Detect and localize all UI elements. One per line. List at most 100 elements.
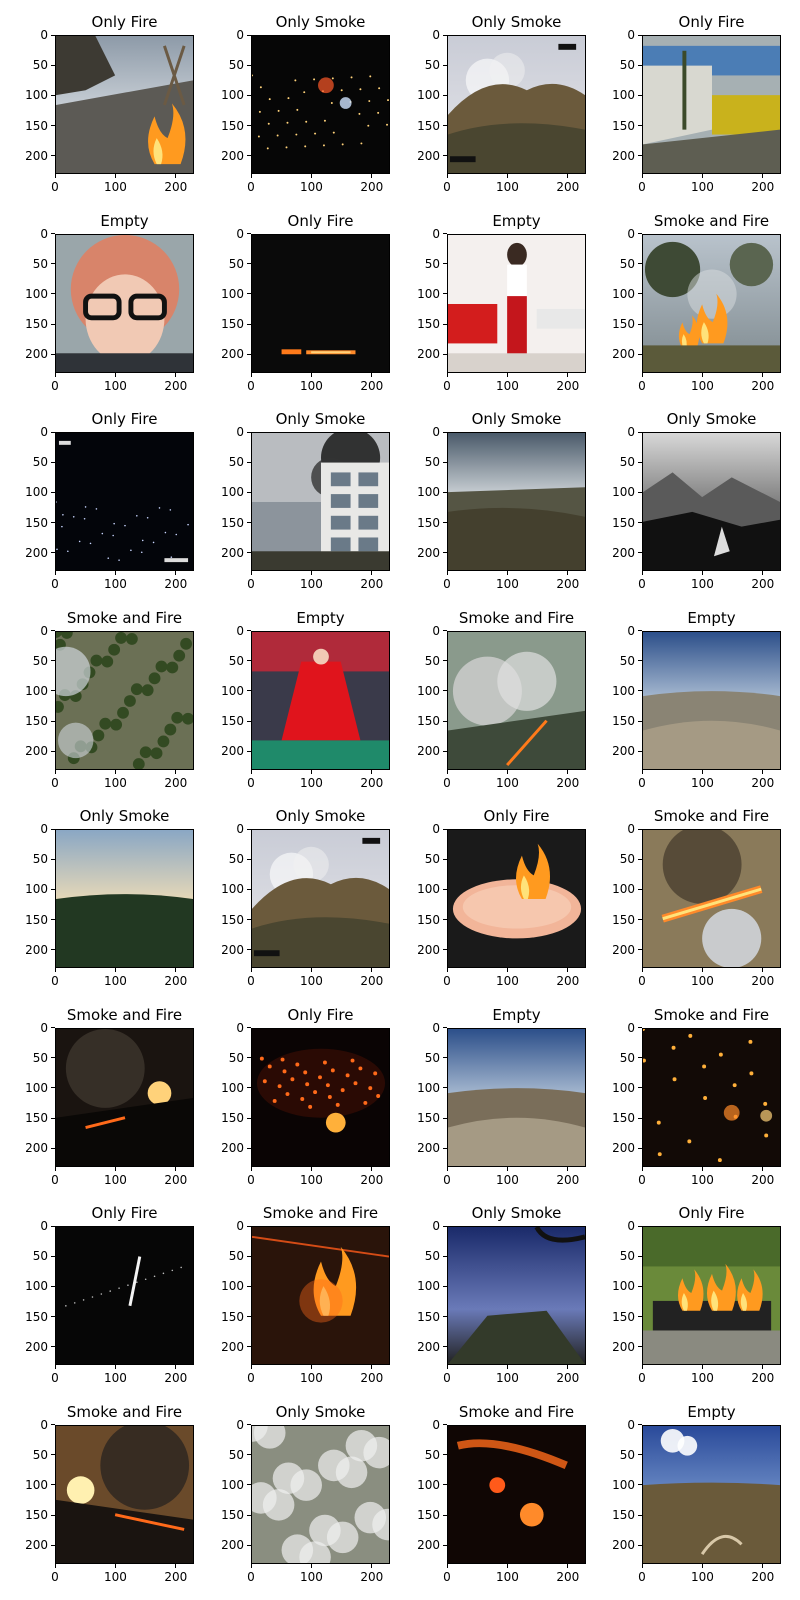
y-tick-label: 0: [40, 226, 48, 241]
x-tick-label: 100: [103, 378, 127, 393]
y-tick-mark: [51, 888, 55, 890]
y-tick-mark: [638, 690, 642, 692]
x-tick-label: 200: [360, 1172, 384, 1187]
y-tick-mark: [247, 552, 251, 554]
y-tick-label: 150: [417, 912, 440, 927]
x-tick-label: 0: [51, 577, 59, 591]
x-tick-mark: [175, 1166, 177, 1171]
y-tick-label: 0: [40, 1417, 48, 1432]
y-tick-label: 200: [221, 1339, 244, 1354]
panel-image: [251, 829, 390, 968]
y-tick-mark: [638, 1454, 642, 1456]
x-tick-mark: [762, 372, 764, 377]
y-tick-mark: [51, 233, 55, 234]
y-tick-mark: [443, 919, 447, 921]
image-panel: Only Smoke 0 50 100 150 200 0 100 200: [25, 807, 194, 988]
y-tick-mark: [638, 1285, 642, 1287]
y-tick-mark: [443, 263, 447, 265]
y-tick-mark: [638, 323, 642, 325]
x-tick-mark: [701, 1563, 703, 1568]
panel-title: Smoke and Fire: [458, 608, 575, 627]
y-tick-mark: [443, 1484, 447, 1486]
y-tick-label: 50: [228, 852, 244, 867]
image-panel: Only Fire 0 50 100 150 200 0 100 200: [25, 1204, 194, 1385]
y-tick-label: 150: [417, 1309, 440, 1324]
y-tick-label: 0: [40, 425, 48, 439]
y-tick-mark: [51, 1316, 55, 1318]
x-tick-label: 0: [443, 378, 451, 393]
x-tick-mark: [701, 174, 703, 178]
panel-image: [251, 630, 390, 770]
panel-title: Only Fire: [91, 410, 158, 428]
x-tick-label: 100: [103, 577, 127, 591]
y-tick-mark: [443, 64, 447, 66]
panel-image: [642, 1424, 781, 1564]
y-tick-label: 100: [612, 1477, 635, 1492]
y-tick-mark: [443, 1514, 447, 1516]
y-tick-mark: [638, 858, 642, 860]
y-tick-mark: [443, 522, 447, 524]
y-tick-label: 0: [236, 1417, 244, 1432]
scene-picture: [56, 1425, 193, 1563]
y-tick-label: 100: [221, 1080, 244, 1095]
x-tick-label: 0: [51, 1172, 59, 1187]
y-tick-label: 200: [25, 1141, 48, 1156]
y-tick-mark: [51, 1087, 55, 1089]
x-tick-mark: [701, 571, 703, 575]
y-tick-label: 50: [424, 58, 440, 73]
panel-image: [447, 233, 586, 373]
image-panel: Only Fire 0 50 100 150 200 0 100 200: [221, 212, 390, 393]
y-tick-mark: [638, 522, 642, 524]
y-tick-mark: [443, 1285, 447, 1287]
y-tick-label: 0: [236, 623, 244, 638]
x-tick-label: 100: [690, 378, 714, 393]
panel-title: Smoke and Fire: [653, 807, 770, 825]
y-tick-mark: [51, 125, 55, 127]
y-tick-mark: [51, 353, 55, 355]
image-panel: Only Smoke 0 50 100 150 200 0 100 200: [221, 410, 390, 591]
y-tick-mark: [247, 750, 251, 752]
y-tick-mark: [51, 1255, 55, 1257]
panel-image: [447, 1226, 586, 1365]
image-panel: Only Smoke 0 50 100 150 200 0 100 200: [417, 13, 586, 194]
x-tick-label: 100: [103, 1172, 127, 1187]
x-tick-mark: [54, 1365, 56, 1369]
x-tick-label: 200: [360, 1371, 384, 1385]
x-tick-mark: [701, 1365, 703, 1369]
x-tick-mark: [114, 1166, 116, 1171]
image-panel: Only Smoke 0 50 100 150 200 0 100 200: [612, 410, 781, 591]
y-tick-label: 150: [612, 1309, 635, 1324]
panel-image: [447, 35, 586, 174]
x-tick-mark: [114, 1563, 116, 1568]
image-panel: Only Fire 0 50 100 150 200 0 100 200: [221, 1006, 390, 1187]
y-tick-mark: [51, 858, 55, 860]
x-tick-mark: [175, 1365, 177, 1369]
x-tick-mark: [446, 1365, 448, 1369]
y-tick-mark: [443, 431, 447, 433]
y-tick-label: 100: [25, 485, 48, 500]
y-tick-label: 50: [228, 1050, 244, 1065]
x-tick-label: 100: [495, 1569, 519, 1584]
y-tick-mark: [638, 1117, 642, 1119]
x-tick-label: 100: [690, 577, 714, 591]
y-tick-label: 100: [221, 1279, 244, 1294]
x-tick-mark: [54, 174, 56, 178]
y-tick-label: 0: [627, 1417, 635, 1432]
y-tick-mark: [51, 64, 55, 66]
y-tick-mark: [247, 1454, 251, 1456]
x-tick-label: 200: [164, 180, 188, 194]
image-panel: Empty 0 50 100 150 200 0 100 200: [612, 1403, 781, 1584]
image-panel: Empty 0 50 100 150 200 0 100 200: [612, 609, 781, 790]
x-tick-mark: [567, 968, 569, 972]
x-tick-label: 200: [164, 775, 188, 790]
panel-title: Smoke and Fire: [262, 1204, 379, 1222]
y-tick-label: 100: [612, 882, 635, 897]
y-tick-mark: [247, 888, 251, 890]
x-tick-mark: [114, 174, 116, 178]
panel-image: [251, 1226, 390, 1365]
y-tick-label: 200: [612, 148, 635, 163]
panel-image: [251, 233, 390, 373]
x-tick-mark: [371, 174, 373, 178]
panel-title: Smoke and Fire: [653, 211, 770, 230]
y-tick-mark: [51, 94, 55, 96]
